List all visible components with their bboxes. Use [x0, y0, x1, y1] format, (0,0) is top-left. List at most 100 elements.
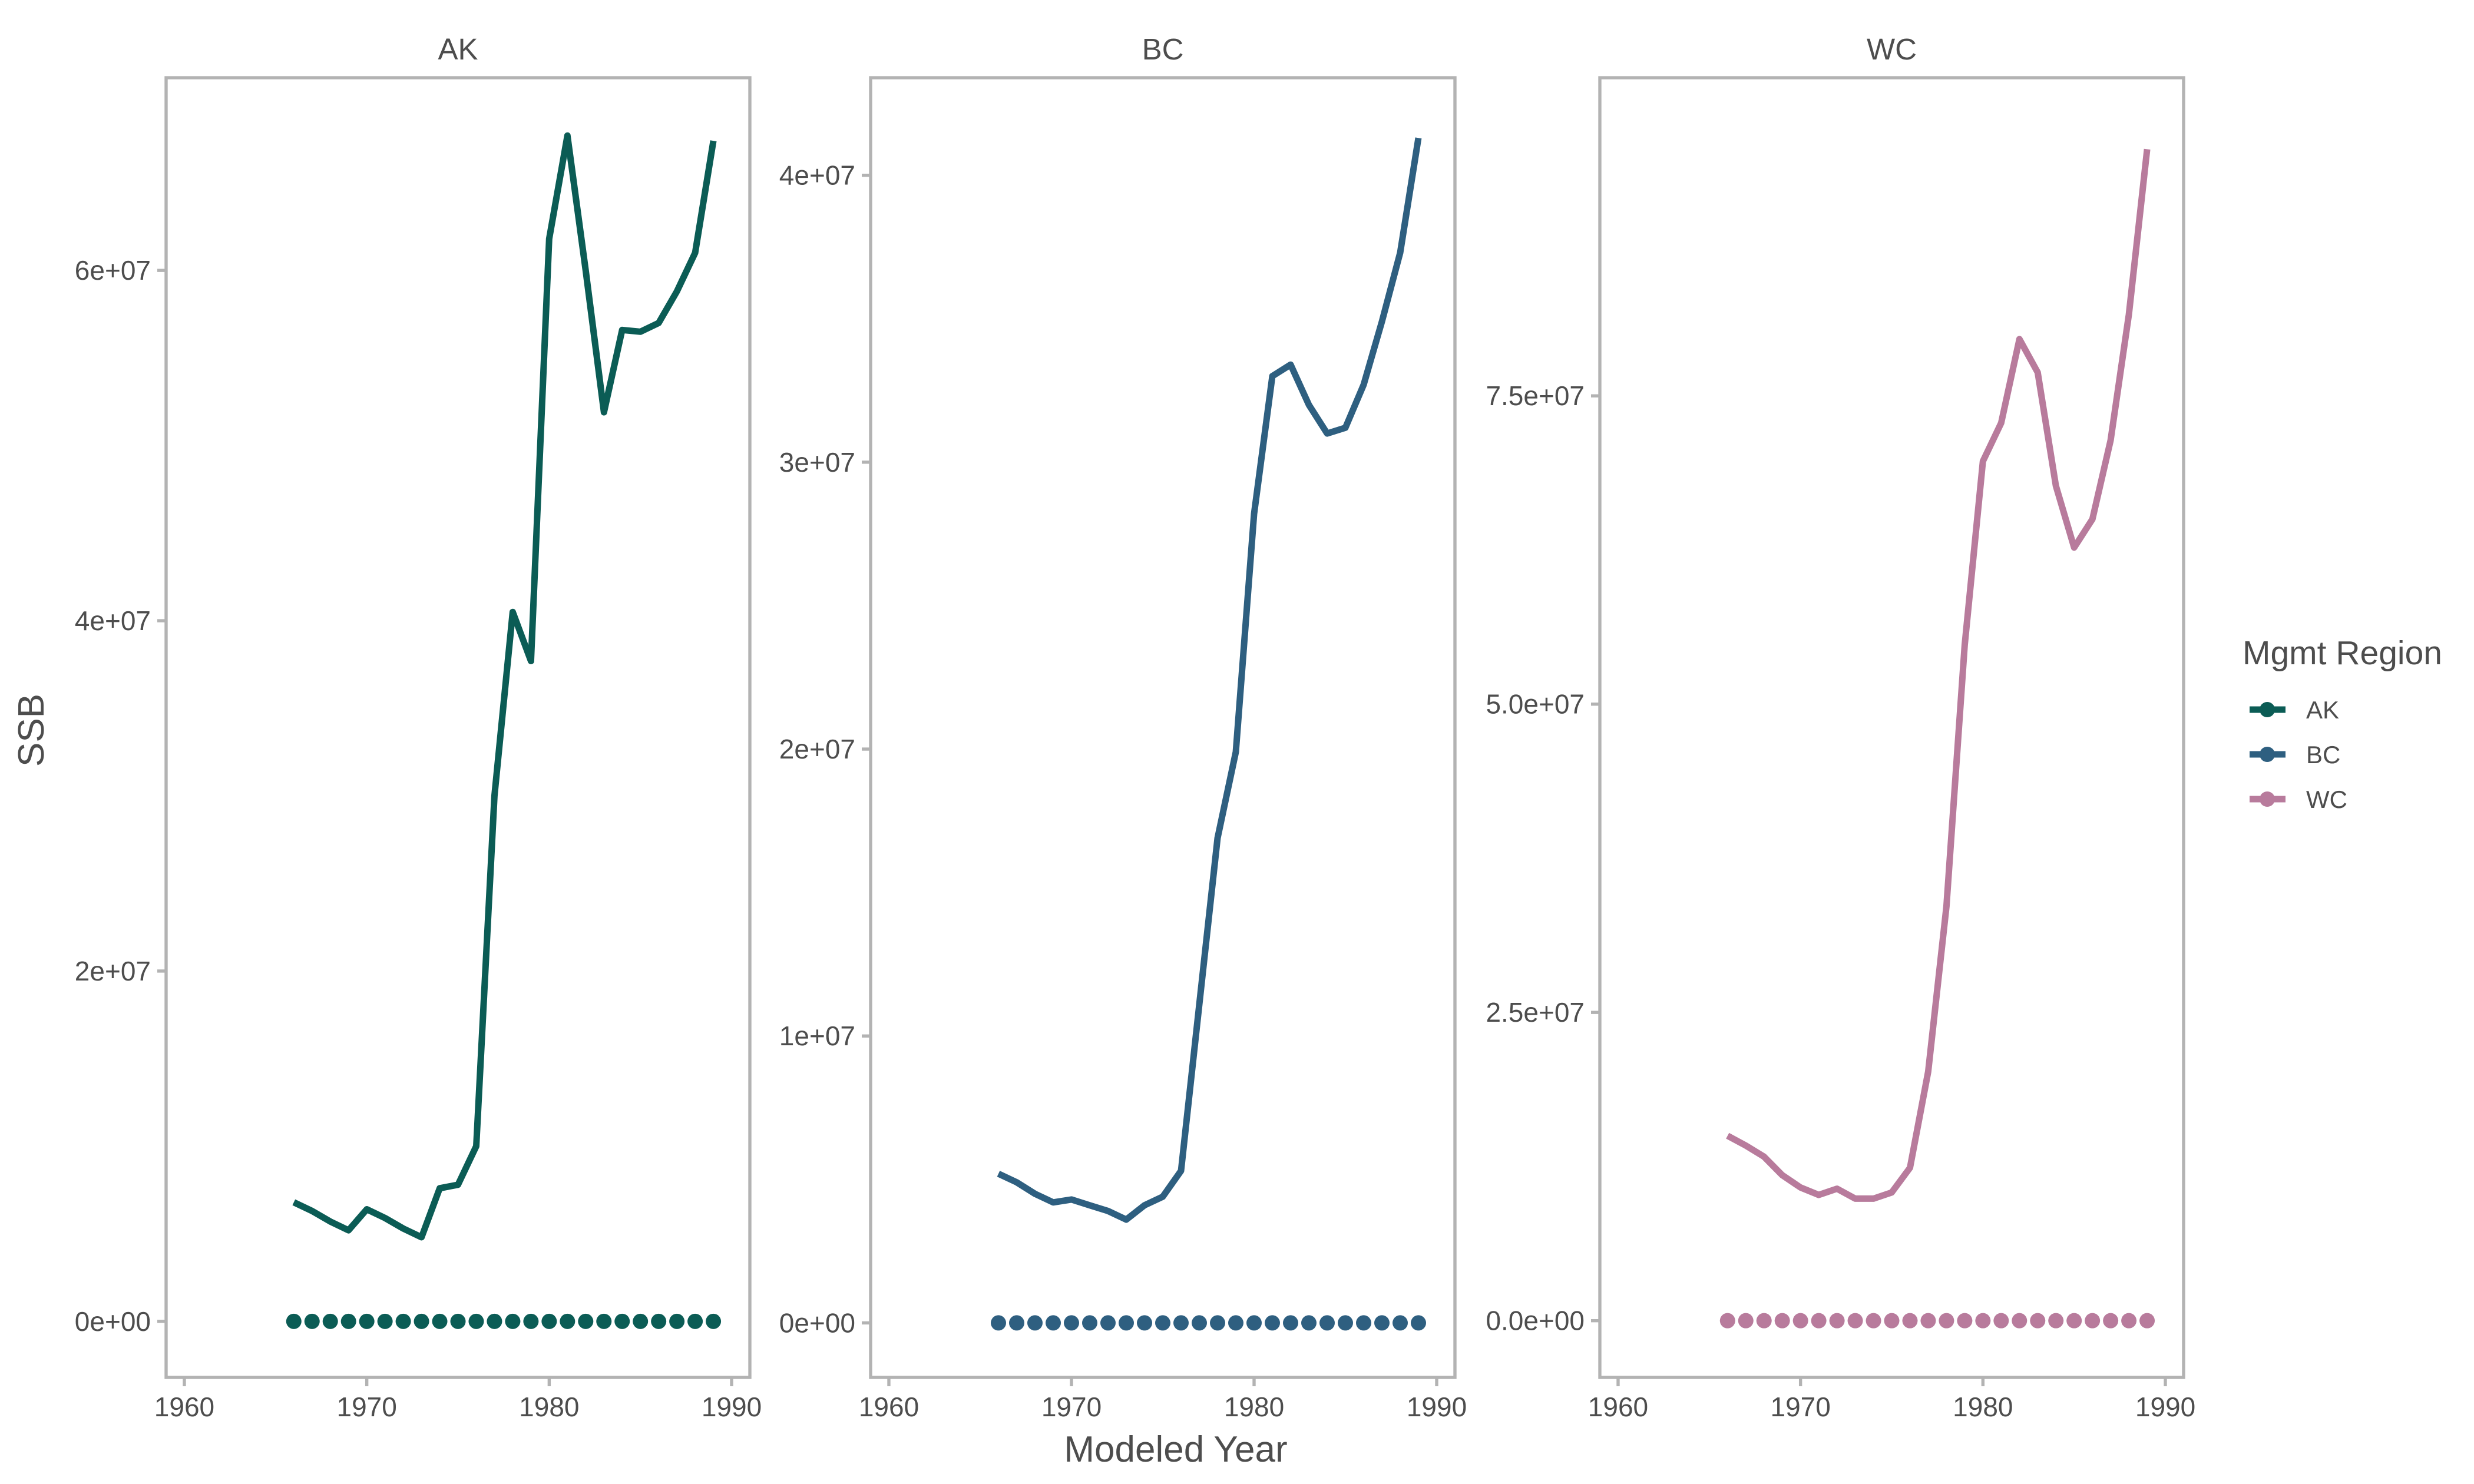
x-tick-label-ak-3: 1990 [702, 1392, 762, 1422]
point-wc-1973 [1847, 1313, 1863, 1329]
point-ak-1977 [487, 1313, 502, 1329]
point-wc-1981 [1993, 1313, 2009, 1329]
point-ak-1983 [596, 1313, 612, 1329]
point-ak-1982 [578, 1313, 594, 1329]
point-wc-1977 [1920, 1313, 1936, 1329]
point-bc-1978 [1210, 1315, 1225, 1331]
legend-key-point-ak [2260, 702, 2275, 717]
legend-key-point-wc [2260, 791, 2275, 807]
legend: Mgmt Region AK BC WC [2243, 634, 2442, 813]
point-bc-1987 [1374, 1315, 1390, 1331]
point-bc-1977 [1192, 1315, 1207, 1331]
panel-title-ak: AK [438, 32, 478, 66]
point-bc-1986 [1356, 1315, 1371, 1331]
point-ak-1981 [560, 1313, 575, 1329]
point-ak-1969 [340, 1313, 356, 1329]
legend-title: Mgmt Region [2243, 634, 2442, 672]
point-wc-1967 [1738, 1313, 1754, 1329]
point-wc-1976 [1902, 1313, 1918, 1329]
point-wc-1982 [2012, 1313, 2028, 1329]
point-wc-1969 [1774, 1313, 1790, 1329]
point-bc-1982 [1283, 1315, 1298, 1331]
x-tick-label-bc-1: 1970 [1041, 1392, 1102, 1422]
y-axis-title: SSB [11, 694, 52, 767]
panel-title-wc: WC [1867, 32, 1917, 66]
legend-entry-bc: BC [2250, 741, 2340, 768]
point-wc-1966 [1719, 1313, 1735, 1329]
point-ak-1986 [651, 1313, 667, 1329]
point-bc-1988 [1393, 1315, 1408, 1331]
point-ak-1971 [377, 1313, 393, 1329]
point-wc-1970 [1792, 1313, 1808, 1329]
point-wc-1980 [1975, 1313, 1991, 1329]
point-wc-1984 [2048, 1313, 2064, 1329]
x-tick-label-ak-2: 1980 [519, 1392, 579, 1422]
point-bc-1969 [1046, 1315, 1061, 1331]
panel-title-bc: BC [1142, 32, 1184, 66]
point-bc-1983 [1301, 1315, 1317, 1331]
point-ak-1984 [614, 1313, 630, 1329]
legend-entry-ak: AK [2250, 696, 2339, 724]
ssb-line-bc [997, 137, 1422, 1223]
x-tick-label-wc-0: 1960 [1588, 1392, 1648, 1422]
legend-label-wc: WC [2306, 786, 2347, 813]
point-wc-1974 [1866, 1313, 1881, 1329]
y-tick-label-bc-2: 2e+07 [779, 734, 855, 764]
y-tick-label-bc-1: 1e+07 [779, 1021, 855, 1051]
point-ak-1967 [304, 1313, 320, 1329]
x-tick-label-bc-3: 1990 [1407, 1392, 1467, 1422]
point-bc-1973 [1119, 1315, 1134, 1331]
point-wc-1972 [1829, 1313, 1845, 1329]
point-bc-1966 [991, 1315, 1006, 1331]
point-ak-1989 [706, 1313, 722, 1329]
panel-ak: AK 0e+00 2e+07 4e+07 6e+07 1960 1970 1980 1990 [75, 32, 762, 1422]
y-tick-label-wc-1: 2.5e+07 [1486, 997, 1585, 1028]
legend-entry-wc: WC [2250, 786, 2347, 813]
point-wc-1971 [1811, 1313, 1827, 1329]
ssb-line-wc [1726, 148, 2151, 1202]
point-bc-1974 [1137, 1315, 1152, 1331]
point-ak-1979 [523, 1313, 539, 1329]
y-tick-label-ak-0: 0e+00 [75, 1306, 151, 1337]
point-wc-1989 [2139, 1313, 2155, 1329]
panel-wc: WC 0.0e+00 2.5e+07 5.0e+07 7.5e+07 1960 1970 19… [1486, 32, 2195, 1422]
point-bc-1980 [1246, 1315, 1262, 1331]
legend-label-ak: AK [2306, 696, 2339, 724]
ssb-line-ak [292, 132, 717, 1241]
point-ak-1976 [468, 1313, 484, 1329]
point-bc-1971 [1082, 1315, 1097, 1331]
panel-border-wc [1598, 76, 2185, 1379]
point-bc-1972 [1100, 1315, 1116, 1331]
x-tick-label-wc-3: 1990 [2135, 1392, 2195, 1422]
point-ak-1980 [541, 1313, 557, 1329]
point-wc-1987 [2103, 1313, 2119, 1329]
point-bc-1968 [1027, 1315, 1043, 1331]
y-tick-label-ak-3: 6e+07 [75, 255, 151, 286]
panel-bc: BC 0e+00 1e+07 2e+07 3e+07 4e+07 1960 1970 1980 1… [779, 32, 1467, 1422]
x-tick-label-bc-2: 1980 [1224, 1392, 1284, 1422]
x-tick-label-bc-0: 1960 [859, 1392, 919, 1422]
y-tick-label-ak-1: 2e+07 [75, 956, 151, 986]
point-ak-1978 [505, 1313, 521, 1329]
point-wc-1978 [1939, 1313, 1954, 1329]
point-bc-1981 [1265, 1315, 1280, 1331]
point-bc-1985 [1338, 1315, 1353, 1331]
legend-key-point-bc [2260, 747, 2275, 762]
point-ak-1974 [432, 1313, 448, 1329]
legend-label-bc: BC [2306, 741, 2340, 768]
point-wc-1986 [2085, 1313, 2101, 1329]
point-bc-1975 [1155, 1315, 1170, 1331]
point-bc-1970 [1064, 1315, 1079, 1331]
point-ak-1975 [450, 1313, 466, 1329]
point-ak-1988 [687, 1313, 703, 1329]
x-tick-label-ak-0: 1960 [154, 1392, 214, 1422]
x-axis-title: Modeled Year [1064, 1429, 1287, 1470]
y-tick-label-wc-0: 0.0e+00 [1486, 1306, 1585, 1336]
point-wc-1983 [2030, 1313, 2046, 1329]
point-ak-1968 [322, 1313, 338, 1329]
panel-border-bc [869, 76, 1457, 1379]
point-ak-1970 [359, 1313, 375, 1329]
point-bc-1984 [1319, 1315, 1335, 1331]
point-bc-1979 [1228, 1315, 1243, 1331]
